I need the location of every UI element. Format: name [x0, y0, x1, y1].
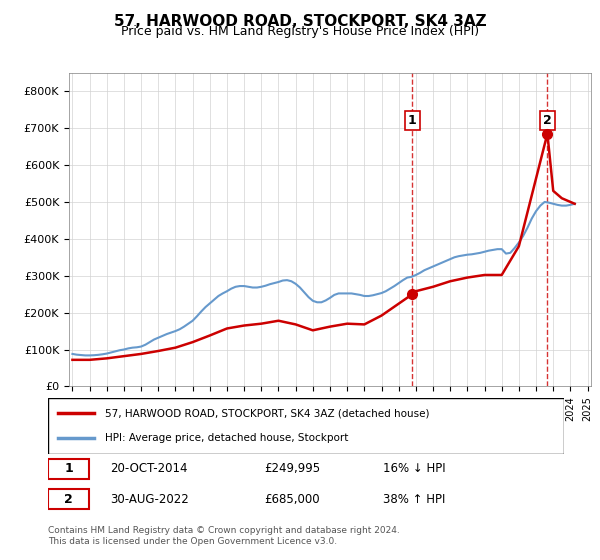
Text: Price paid vs. HM Land Registry's House Price Index (HPI): Price paid vs. HM Land Registry's House …	[121, 25, 479, 38]
FancyBboxPatch shape	[48, 398, 564, 454]
Text: £685,000: £685,000	[265, 493, 320, 506]
Text: 30-AUG-2022: 30-AUG-2022	[110, 493, 188, 506]
Text: Contains HM Land Registry data © Crown copyright and database right 2024.
This d: Contains HM Land Registry data © Crown c…	[48, 526, 400, 546]
Text: 2: 2	[543, 114, 552, 127]
Text: 16% ↓ HPI: 16% ↓ HPI	[383, 463, 446, 475]
Text: 1: 1	[408, 114, 417, 127]
FancyBboxPatch shape	[48, 459, 89, 479]
Text: 57, HARWOOD ROAD, STOCKPORT, SK4 3AZ: 57, HARWOOD ROAD, STOCKPORT, SK4 3AZ	[113, 14, 487, 29]
Text: 38% ↑ HPI: 38% ↑ HPI	[383, 493, 446, 506]
Text: HPI: Average price, detached house, Stockport: HPI: Average price, detached house, Stoc…	[105, 433, 348, 443]
Text: £249,995: £249,995	[265, 463, 321, 475]
FancyBboxPatch shape	[48, 489, 89, 510]
Text: 1: 1	[64, 463, 73, 475]
Text: 2: 2	[64, 493, 73, 506]
Text: 57, HARWOOD ROAD, STOCKPORT, SK4 3AZ (detached house): 57, HARWOOD ROAD, STOCKPORT, SK4 3AZ (de…	[105, 408, 429, 418]
Text: 20-OCT-2014: 20-OCT-2014	[110, 463, 187, 475]
